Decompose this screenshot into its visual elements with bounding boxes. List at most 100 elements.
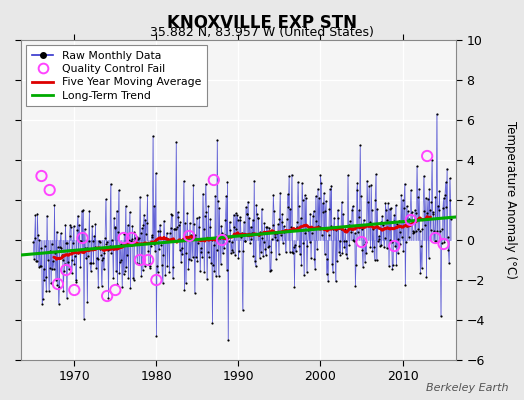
Point [342, 238, 351, 244]
Point [401, 282, 409, 289]
Point [263, 224, 271, 230]
Point [180, 178, 188, 184]
Point [391, 202, 400, 209]
Point [133, 234, 141, 240]
Point [160, 234, 169, 241]
Point [118, 284, 126, 290]
Point [201, 181, 210, 187]
Point [214, 198, 222, 204]
Point [442, 204, 451, 210]
Point [321, 208, 330, 214]
Point [223, 179, 232, 185]
Point [226, 227, 234, 233]
Point [238, 230, 246, 236]
Point [43, 212, 51, 219]
Point [378, 213, 386, 220]
Point [427, 199, 435, 206]
Point [264, 244, 272, 250]
Point [236, 214, 244, 220]
Point [87, 260, 95, 266]
Point [35, 264, 43, 270]
Point [373, 257, 381, 263]
Point [318, 232, 326, 238]
Point [300, 272, 308, 278]
Point [433, 228, 442, 234]
Point [326, 186, 334, 192]
Point [187, 232, 195, 238]
Point [418, 226, 427, 232]
Point [116, 259, 124, 265]
Point [37, 245, 46, 251]
Point [31, 212, 39, 218]
Point [145, 264, 154, 271]
Point [126, 285, 135, 291]
Point [171, 226, 180, 232]
Point [256, 229, 265, 236]
Point [212, 247, 221, 253]
Point [320, 190, 328, 196]
Point [101, 235, 110, 241]
Point [410, 228, 418, 235]
Point [51, 250, 59, 256]
Point [355, 214, 364, 220]
Point [357, 193, 365, 199]
Point [165, 238, 173, 244]
Point [298, 180, 306, 186]
Point [174, 222, 183, 228]
Point [325, 206, 334, 213]
Point [420, 173, 428, 179]
Point [241, 238, 249, 244]
Point [438, 226, 446, 233]
Point [137, 273, 146, 279]
Point [210, 242, 218, 248]
Point [416, 227, 424, 234]
Point [389, 218, 398, 224]
Point [444, 246, 453, 253]
Point [91, 221, 100, 227]
Point [294, 179, 302, 185]
Point [361, 259, 369, 265]
Point [310, 256, 319, 262]
Point [48, 240, 56, 247]
Point [75, 222, 83, 228]
Point [286, 206, 294, 212]
Point [356, 142, 364, 148]
Point [319, 209, 328, 215]
Point [94, 284, 102, 290]
Point [41, 274, 50, 281]
Point [270, 234, 279, 240]
Point [387, 239, 396, 246]
Point [317, 180, 325, 186]
Point [369, 226, 377, 232]
Point [75, 238, 84, 244]
Point [347, 229, 355, 235]
Point [364, 222, 373, 228]
Point [234, 217, 242, 223]
Point [109, 275, 117, 281]
Point [292, 224, 301, 230]
Point [332, 227, 341, 233]
Point [319, 200, 327, 207]
Point [96, 246, 104, 252]
Point [436, 313, 445, 319]
Point [178, 251, 187, 257]
Point [342, 250, 350, 257]
Point [93, 256, 102, 262]
Point [136, 230, 145, 236]
Point [366, 219, 374, 226]
Point [66, 233, 74, 239]
Point [250, 177, 258, 184]
Point [369, 244, 378, 250]
Point [35, 237, 43, 244]
Point [61, 221, 70, 228]
Point [344, 172, 352, 178]
Point [353, 187, 361, 193]
Point [39, 266, 48, 272]
Point [120, 231, 128, 238]
Point [183, 210, 191, 216]
Point [438, 240, 446, 246]
Point [275, 251, 283, 258]
Point [71, 277, 80, 283]
Point [381, 200, 390, 206]
Point [169, 275, 177, 281]
